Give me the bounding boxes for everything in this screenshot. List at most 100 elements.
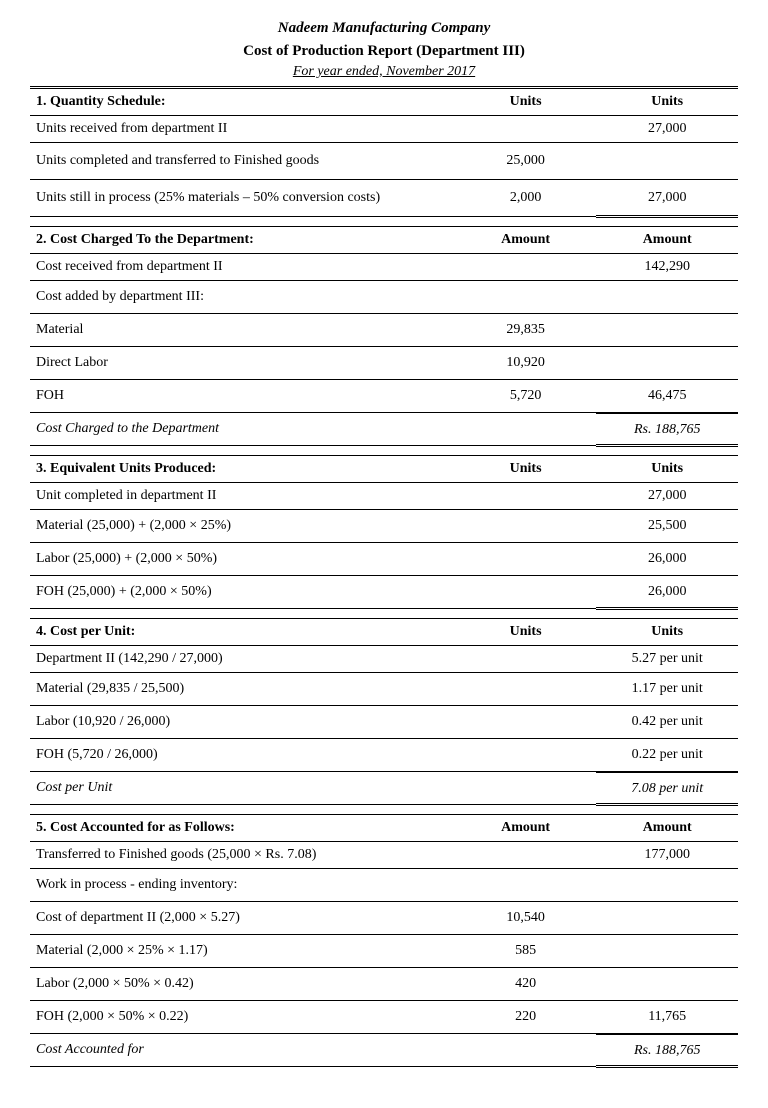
table-row-total: Cost per Unit 7.08 per unit	[30, 772, 738, 805]
table-row: Department II (142,290 / 27,000) 5.27 pe…	[30, 646, 738, 673]
s3-colA: Units	[455, 456, 597, 483]
table-row: Unit completed in department II 27,000	[30, 483, 738, 510]
s5-colA: Amount	[455, 815, 597, 842]
s5-heading: 5. Cost Accounted for as Follows:	[30, 815, 455, 842]
cell-b: 7.08 per unit	[596, 772, 738, 805]
s4-colB: Units	[596, 619, 738, 646]
table-row-total: Cost Charged to the Department Rs. 188,7…	[30, 413, 738, 446]
table-row: Cost received from department II 142,290	[30, 254, 738, 281]
report-period: For year ended, November 2017	[30, 64, 738, 80]
cell-label: Units still in process (25% materials – …	[30, 180, 455, 217]
cell-a: 220	[455, 1001, 597, 1034]
section-5-header: 5. Cost Accounted for as Follows: Amount…	[30, 815, 738, 842]
cell-label: Department II (142,290 / 27,000)	[30, 646, 455, 673]
cell-label: FOH	[30, 380, 455, 413]
table-row: Material 29,835	[30, 314, 738, 347]
cell-a	[455, 543, 597, 576]
cell-label: Material (25,000) + (2,000 × 25%)	[30, 510, 455, 543]
cell-label: Direct Labor	[30, 347, 455, 380]
section-2-header: 2. Cost Charged To the Department: Amoun…	[30, 227, 738, 254]
cell-a: 5,720	[455, 380, 597, 413]
cell-b: 26,000	[596, 576, 738, 609]
cell-b	[596, 869, 738, 902]
cell-a	[455, 116, 597, 143]
cell-a	[455, 706, 597, 739]
cell-b: 27,000	[596, 180, 738, 217]
cell-b: 142,290	[596, 254, 738, 281]
table-row: Material (29,835 / 25,500) 1.17 per unit	[30, 673, 738, 706]
cell-a	[455, 254, 597, 281]
s1-heading: 1. Quantity Schedule:	[30, 88, 455, 116]
s4-heading: 4. Cost per Unit:	[30, 619, 455, 646]
cell-a: 585	[455, 935, 597, 968]
table-row: Units received from department II 27,000	[30, 116, 738, 143]
cell-b: 27,000	[596, 483, 738, 510]
cell-label: FOH (5,720 / 26,000)	[30, 739, 455, 772]
cell-label: Cost per Unit	[30, 772, 455, 805]
cell-a	[455, 281, 597, 314]
cell-a: 10,540	[455, 902, 597, 935]
cell-a: 25,000	[455, 143, 597, 180]
table-row: Labor (10,920 / 26,000) 0.42 per unit	[30, 706, 738, 739]
table-row: FOH (2,000 × 50% × 0.22) 220 11,765	[30, 1001, 738, 1034]
cell-label: FOH (25,000) + (2,000 × 50%)	[30, 576, 455, 609]
table-row: FOH (5,720 / 26,000) 0.22 per unit	[30, 739, 738, 772]
table-row: Cost added by department III:	[30, 281, 738, 314]
s2-heading: 2. Cost Charged To the Department:	[30, 227, 455, 254]
cell-b: 25,500	[596, 510, 738, 543]
cell-b	[596, 902, 738, 935]
table-row: Units completed and transferred to Finis…	[30, 143, 738, 180]
cell-a: 29,835	[455, 314, 597, 347]
cell-b: 27,000	[596, 116, 738, 143]
s4-colA: Units	[455, 619, 597, 646]
section-1-header: 1. Quantity Schedule: Units Units	[30, 88, 738, 116]
table-row: FOH (25,000) + (2,000 × 50%) 26,000	[30, 576, 738, 609]
cell-label: FOH (2,000 × 50% × 0.22)	[30, 1001, 455, 1034]
cell-label: Cost received from department II	[30, 254, 455, 281]
s3-heading: 3. Equivalent Units Produced:	[30, 456, 455, 483]
s2-colA: Amount	[455, 227, 597, 254]
cell-b: 177,000	[596, 842, 738, 869]
cell-a	[455, 673, 597, 706]
cell-a	[455, 772, 597, 805]
table-row: Units still in process (25% materials – …	[30, 180, 738, 217]
cell-label: Labor (2,000 × 50% × 0.42)	[30, 968, 455, 1001]
cell-b	[596, 143, 738, 180]
cell-b: Rs. 188,765	[596, 1034, 738, 1067]
cell-label: Units completed and transferred to Finis…	[30, 143, 455, 180]
cell-label: Cost of department II (2,000 × 5.27)	[30, 902, 455, 935]
report-table: 1. Quantity Schedule: Units Units Units …	[30, 86, 738, 1068]
section-3-header: 3. Equivalent Units Produced: Units Unit…	[30, 456, 738, 483]
cell-a	[455, 576, 597, 609]
cell-label: Labor (25,000) + (2,000 × 50%)	[30, 543, 455, 576]
report-header: Nadeem Manufacturing Company Cost of Pro…	[30, 20, 738, 80]
table-row: FOH 5,720 46,475	[30, 380, 738, 413]
table-row: Labor (25,000) + (2,000 × 50%) 26,000	[30, 543, 738, 576]
cell-b: 46,475	[596, 380, 738, 413]
cell-a	[455, 869, 597, 902]
cell-label: Transferred to Finished goods (25,000 × …	[30, 842, 455, 869]
cell-b: 0.22 per unit	[596, 739, 738, 772]
section-4-header: 4. Cost per Unit: Units Units	[30, 619, 738, 646]
cell-b	[596, 314, 738, 347]
cell-b: 5.27 per unit	[596, 646, 738, 673]
table-row-total: Cost Accounted for Rs. 188,765	[30, 1034, 738, 1067]
cell-a	[455, 1034, 597, 1067]
s5-colB: Amount	[596, 815, 738, 842]
cell-label: Material	[30, 314, 455, 347]
s3-colB: Units	[596, 456, 738, 483]
s1-colA: Units	[455, 88, 597, 116]
cell-a	[455, 842, 597, 869]
cell-b	[596, 968, 738, 1001]
table-row: Direct Labor 10,920	[30, 347, 738, 380]
cell-b	[596, 935, 738, 968]
table-row: Transferred to Finished goods (25,000 × …	[30, 842, 738, 869]
cell-a	[455, 510, 597, 543]
cell-a	[455, 483, 597, 510]
cell-label: Units received from department II	[30, 116, 455, 143]
cell-label: Cost added by department III:	[30, 281, 455, 314]
cell-b: Rs. 188,765	[596, 413, 738, 446]
cell-a: 2,000	[455, 180, 597, 217]
s2-colB: Amount	[596, 227, 738, 254]
cell-b: 0.42 per unit	[596, 706, 738, 739]
